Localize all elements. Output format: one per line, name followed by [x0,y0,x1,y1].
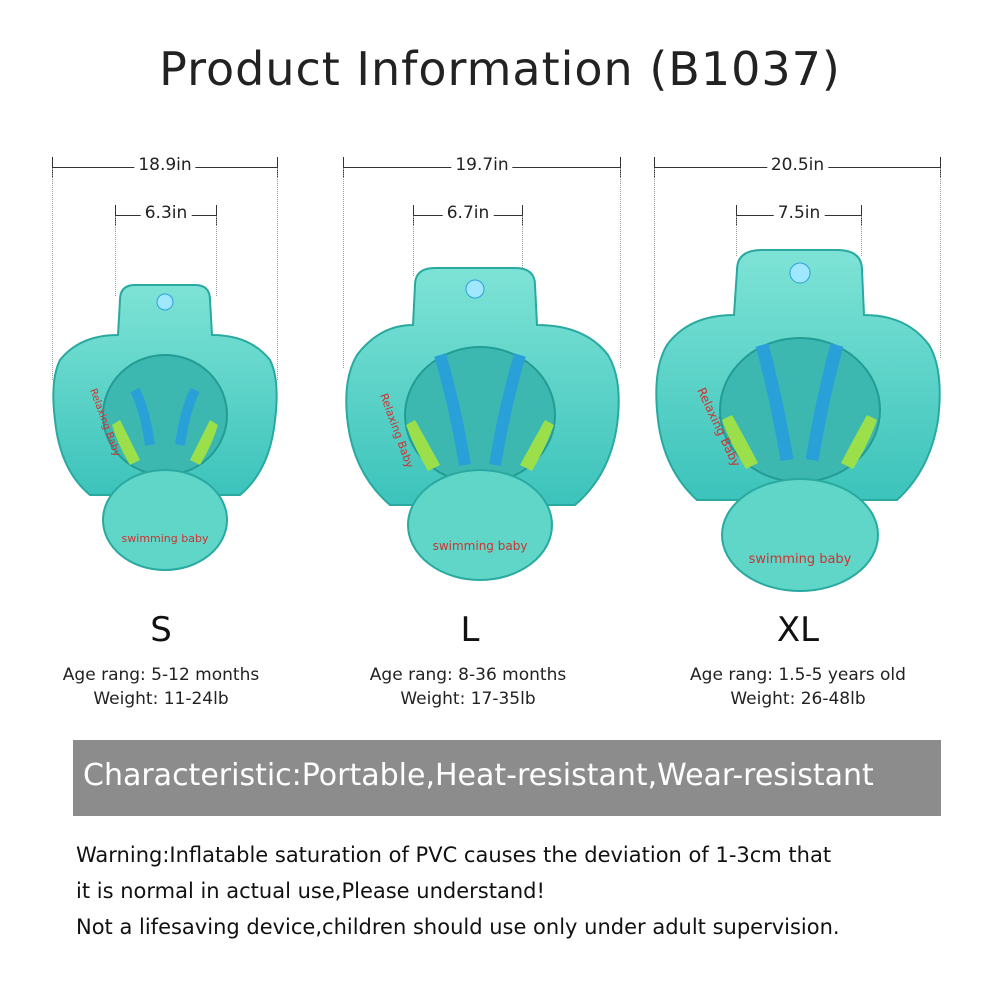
size-label-xl: XL [776,610,820,650]
l-inner-dimension: 6.7in [413,203,523,227]
warning-line-2: it is normal in actual use,Please unders… [76,879,545,903]
xl-float-image: swimming baby Relaxing Baby [655,249,941,592]
xl-weight: Weight: 26-48lb [730,689,866,709]
s-float-image: swimming baby Relaxing Baby [52,284,278,571]
characteristic-banner: Characteristic:Portable,Heat-resistant,W… [73,740,941,816]
xl-inner-width: 7.5in [773,203,825,223]
xl-inner-dimension: 7.5in [736,203,862,227]
xl-float-logo: swimming baby [749,552,852,567]
l-age: Age rang: 8-36 months [369,665,567,685]
size-label-l: L [460,610,480,650]
l-outer-width: 19.7in [451,155,513,175]
l-outer-dimension: 19.7in [343,155,621,179]
xl-outer-width: 20.5in [766,155,829,175]
s-inner-width: 6.3in [140,203,192,223]
page-title: Product Information (B1037) [159,42,841,96]
xl-outer-dimension: 20.5in [654,155,941,179]
l-float-image: swimming baby Relaxing Baby [345,267,620,581]
s-weight: Weight: 11-24lb [93,689,229,709]
warning-line-1: Warning:Inflatable saturation of PVC cau… [76,843,832,867]
l-float-logo: swimming baby [433,539,528,553]
s-age: Age rang: 5-12 months [62,665,260,685]
l-inner-width: 6.7in [442,203,494,223]
l-weight: Weight: 17-35lb [400,689,536,709]
s-outer-dimension: 18.9in [52,155,278,179]
characteristic-text: Characteristic:Portable,Heat-resistant,W… [83,758,874,793]
s-outer-width: 18.9in [134,155,196,175]
s-float-logo: swimming baby [122,532,209,545]
warning-line-3: Not a lifesaving device,children should … [76,915,840,939]
xl-age: Age rang: 1.5-5 years old [690,665,906,685]
s-inner-dimension: 6.3in [115,203,217,227]
size-label-s: S [150,610,172,650]
